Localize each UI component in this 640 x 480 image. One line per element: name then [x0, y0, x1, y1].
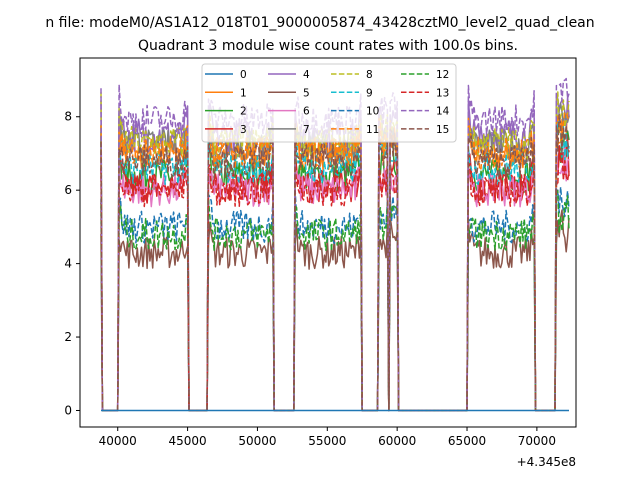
- legend-label: 1: [240, 87, 247, 99]
- legend-label: 9: [366, 87, 373, 99]
- series-line-8: [100, 91, 570, 412]
- legend-label: 13: [436, 87, 449, 99]
- y-axis: 0 2 4 6 8: [64, 110, 80, 417]
- x-axis: 40000 45000 50000 55000 60000 65000 70000: [99, 427, 556, 448]
- x-tick-label: 70000: [518, 434, 556, 448]
- legend-entry-9[interactable]: 9: [331, 87, 373, 99]
- series-layer: [100, 77, 570, 412]
- legend-entry-8[interactable]: 8: [331, 69, 373, 81]
- legend-label: 4: [303, 69, 310, 81]
- legend-entry-11[interactable]: 11: [331, 124, 379, 136]
- chart-suptitle: n file: modeM0/AS1A12_018T01_9000005874_…: [45, 15, 594, 31]
- legend-entry-14[interactable]: 14: [401, 106, 450, 118]
- legend-entry-4[interactable]: 4: [268, 69, 310, 81]
- legend-entry-6[interactable]: 6: [268, 106, 310, 118]
- legend-entry-1[interactable]: 1: [205, 87, 247, 99]
- x-tick-label: 55000: [308, 434, 346, 448]
- series-line-5: [100, 209, 570, 412]
- y-tick-label: 2: [64, 330, 72, 344]
- legend-entry-0[interactable]: 0: [205, 69, 247, 81]
- legend-entry-5[interactable]: 5: [268, 87, 310, 99]
- x-tick-label: 60000: [378, 434, 416, 448]
- legend-entry-15[interactable]: 15: [401, 124, 449, 136]
- legend-label: 15: [436, 124, 449, 136]
- series-line-10: [100, 186, 570, 412]
- y-tick-label: 4: [64, 257, 72, 271]
- x-tick-label: 45000: [168, 434, 206, 448]
- x-tick-label: 50000: [238, 434, 276, 448]
- y-tick-label: 0: [64, 403, 72, 417]
- legend-label: 10: [366, 106, 379, 118]
- legend-entry-12[interactable]: 12: [401, 69, 449, 81]
- legend-box: [201, 63, 457, 143]
- series-line-3: [100, 137, 570, 412]
- legend-label: 7: [303, 124, 310, 136]
- legend-entry-13[interactable]: 13: [401, 87, 449, 99]
- legend-label: 11: [366, 124, 379, 136]
- legend-label: 5: [303, 87, 310, 99]
- legend-label: 8: [366, 69, 373, 81]
- plot-border: [79, 57, 577, 428]
- legend-entry-10[interactable]: 10: [331, 106, 379, 118]
- legend-label: 14: [436, 106, 450, 118]
- legend-entry-7[interactable]: 7: [268, 124, 310, 136]
- legend-label: 12: [436, 69, 449, 81]
- y-tick-label: 6: [64, 183, 72, 197]
- x-tick-label: 40000: [99, 434, 137, 448]
- legend-label: 0: [240, 69, 247, 81]
- x-axis-offset-label: +4.345e8: [517, 455, 576, 469]
- chart-title: Quadrant 3 module wise count rates with …: [138, 38, 518, 54]
- legend-entry-2[interactable]: 2: [205, 106, 247, 118]
- x-tick-label: 65000: [448, 434, 486, 448]
- legend-label: 3: [240, 124, 247, 136]
- y-tick-label: 8: [64, 110, 72, 124]
- legend-label: 2: [240, 106, 247, 118]
- series-line-15: [100, 113, 570, 412]
- series-line-13: [100, 143, 570, 412]
- legend-entry-3[interactable]: 3: [205, 124, 247, 136]
- legend-label: 6: [303, 106, 310, 118]
- series-line-12: [100, 189, 570, 412]
